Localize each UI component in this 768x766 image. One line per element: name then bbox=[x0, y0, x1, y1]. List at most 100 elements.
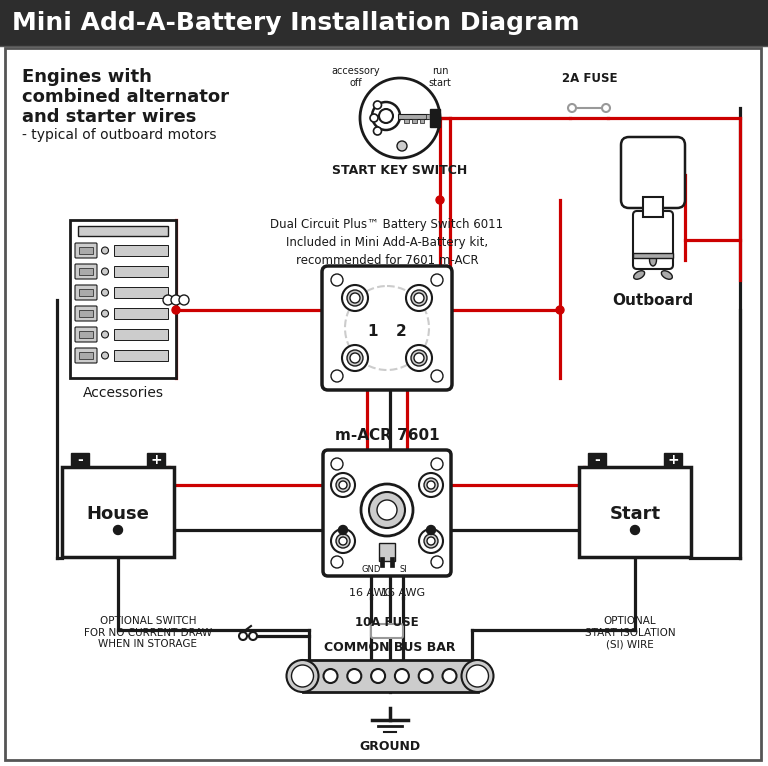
Circle shape bbox=[249, 632, 257, 640]
Circle shape bbox=[414, 353, 424, 363]
Circle shape bbox=[101, 268, 108, 275]
Text: Engines with: Engines with bbox=[22, 68, 152, 86]
Circle shape bbox=[347, 669, 361, 683]
Text: 16 AWG: 16 AWG bbox=[349, 588, 393, 598]
Circle shape bbox=[395, 669, 409, 683]
Text: START KEY SWITCH: START KEY SWITCH bbox=[333, 164, 468, 177]
Circle shape bbox=[411, 290, 427, 306]
Text: -: - bbox=[77, 453, 83, 467]
Text: - typical of outboard motors: - typical of outboard motors bbox=[22, 128, 217, 142]
Circle shape bbox=[331, 529, 355, 553]
Bar bbox=[380, 557, 384, 567]
FancyBboxPatch shape bbox=[633, 211, 673, 269]
Text: OPTIONAL SWITCH
FOR NO CURRENT DRAW
WHEN IN STORAGE: OPTIONAL SWITCH FOR NO CURRENT DRAW WHEN… bbox=[84, 616, 212, 650]
Circle shape bbox=[101, 247, 108, 254]
Circle shape bbox=[342, 285, 368, 311]
Circle shape bbox=[342, 345, 368, 371]
Circle shape bbox=[331, 473, 355, 497]
Circle shape bbox=[431, 274, 443, 286]
Circle shape bbox=[427, 481, 435, 489]
Text: COMMON BUS BAR: COMMON BUS BAR bbox=[324, 641, 455, 654]
FancyBboxPatch shape bbox=[75, 264, 97, 279]
Circle shape bbox=[631, 525, 640, 535]
Bar bbox=[114, 350, 168, 361]
Circle shape bbox=[360, 78, 440, 158]
Text: SI: SI bbox=[399, 565, 407, 574]
Bar bbox=[114, 287, 168, 298]
Circle shape bbox=[466, 665, 488, 687]
Bar bbox=[398, 114, 428, 119]
Circle shape bbox=[419, 669, 432, 683]
Circle shape bbox=[427, 537, 435, 545]
Circle shape bbox=[286, 660, 319, 692]
Ellipse shape bbox=[661, 270, 672, 280]
Text: and starter wires: and starter wires bbox=[22, 108, 197, 126]
Bar bbox=[412, 119, 417, 123]
Text: run
start: run start bbox=[429, 66, 452, 87]
Bar bbox=[379, 543, 395, 561]
Circle shape bbox=[373, 127, 382, 135]
Text: 2: 2 bbox=[396, 325, 406, 339]
Circle shape bbox=[379, 109, 393, 123]
Bar bbox=[643, 197, 663, 217]
Bar bbox=[62, 467, 174, 557]
Circle shape bbox=[101, 331, 108, 338]
Bar bbox=[430, 109, 440, 127]
Bar bbox=[79, 310, 93, 317]
Circle shape bbox=[163, 295, 173, 305]
Circle shape bbox=[331, 370, 343, 382]
FancyBboxPatch shape bbox=[371, 624, 403, 638]
Circle shape bbox=[414, 293, 424, 303]
Text: Dual Circuit Plus™ Battery Switch 6011
Included in Mini Add-A-Battery kit,
recom: Dual Circuit Plus™ Battery Switch 6011 I… bbox=[270, 218, 504, 267]
Circle shape bbox=[431, 556, 443, 568]
Text: House: House bbox=[87, 505, 150, 523]
Circle shape bbox=[372, 102, 400, 130]
Text: GROUND: GROUND bbox=[359, 740, 421, 753]
Circle shape bbox=[350, 353, 360, 363]
Circle shape bbox=[292, 665, 313, 687]
Bar bbox=[0, 0, 768, 46]
Circle shape bbox=[336, 478, 350, 492]
FancyBboxPatch shape bbox=[621, 137, 685, 208]
Bar bbox=[303, 660, 478, 692]
Bar bbox=[633, 253, 673, 258]
Circle shape bbox=[172, 306, 180, 314]
FancyBboxPatch shape bbox=[75, 348, 97, 363]
Circle shape bbox=[411, 350, 427, 366]
Circle shape bbox=[371, 669, 385, 683]
Circle shape bbox=[323, 669, 337, 683]
Bar bbox=[79, 268, 93, 275]
Circle shape bbox=[339, 525, 347, 535]
Text: m-ACR 7601: m-ACR 7601 bbox=[335, 428, 439, 443]
Bar bbox=[588, 453, 606, 467]
Circle shape bbox=[331, 274, 343, 286]
Circle shape bbox=[406, 285, 432, 311]
Ellipse shape bbox=[634, 270, 644, 280]
Bar bbox=[114, 266, 168, 277]
Bar bbox=[70, 220, 176, 378]
Circle shape bbox=[431, 458, 443, 470]
FancyBboxPatch shape bbox=[75, 285, 97, 300]
Circle shape bbox=[179, 295, 189, 305]
Bar bbox=[79, 289, 93, 296]
Circle shape bbox=[602, 104, 610, 112]
Circle shape bbox=[101, 289, 108, 296]
Circle shape bbox=[339, 481, 347, 489]
Bar bbox=[78, 226, 168, 236]
Circle shape bbox=[336, 534, 350, 548]
Circle shape bbox=[101, 310, 108, 317]
Bar bbox=[79, 352, 93, 359]
Circle shape bbox=[419, 529, 443, 553]
Text: +: + bbox=[667, 453, 679, 467]
Text: Start: Start bbox=[610, 505, 660, 523]
Circle shape bbox=[556, 306, 564, 314]
FancyBboxPatch shape bbox=[75, 306, 97, 321]
Bar bbox=[71, 453, 89, 467]
Text: GND: GND bbox=[361, 565, 381, 574]
Circle shape bbox=[377, 500, 397, 520]
Circle shape bbox=[442, 669, 456, 683]
Circle shape bbox=[350, 293, 360, 303]
Circle shape bbox=[419, 473, 443, 497]
Text: -: - bbox=[594, 453, 600, 467]
FancyBboxPatch shape bbox=[323, 450, 451, 576]
